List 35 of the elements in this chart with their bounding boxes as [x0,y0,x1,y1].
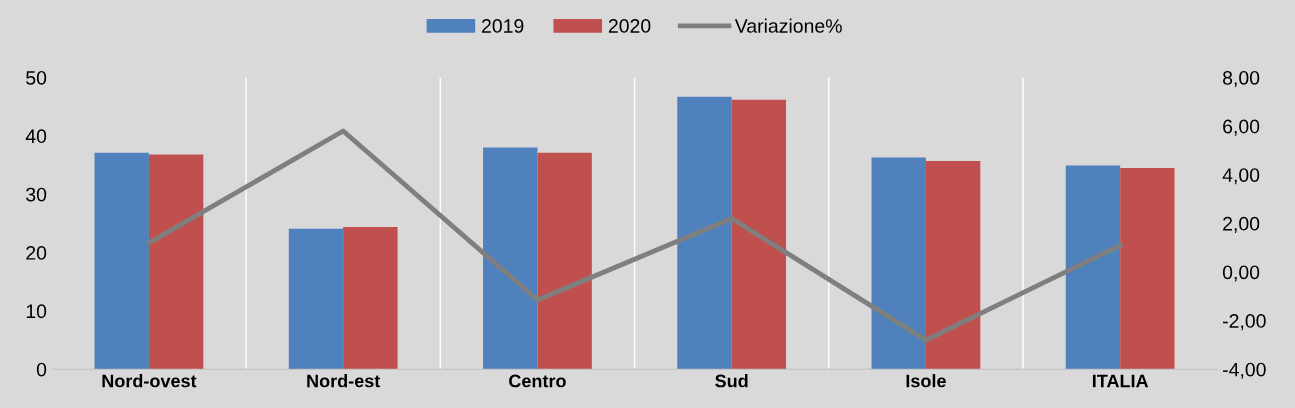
bar [537,152,592,370]
y2-tick-label: -4,00 [1223,362,1266,379]
legend-label: Variazione% [734,18,842,33]
bar [925,160,981,370]
y-tick-label: 50 [26,70,47,85]
legend-label: 2019 [482,19,524,33]
y-tick-label: 0 [36,362,47,377]
bar [288,228,344,370]
line-series [146,128,1123,343]
y2-tick-label: 0,00 [1222,265,1260,282]
bar [94,152,149,370]
y-tick-label: 20 [26,246,47,260]
y-tick-label: 10 [26,304,47,319]
bar [1120,167,1175,370]
legend-label: 2020 [608,19,651,33]
y2-tick-label: 2,00 [1223,216,1260,233]
bar [731,99,787,370]
y2-tick-label: 4,00 [1222,168,1260,185]
bar [483,147,538,370]
x-tick-label: Nord-est [307,374,381,388]
bar [677,96,732,370]
x-tick-label: ITALIA [1092,374,1149,388]
x-tick-label: Nord-ovest [102,374,197,388]
x-tick-label: Isole [906,374,946,388]
x-tick-label: Sud [715,374,748,388]
y2-tick-label: 6,00 [1223,119,1260,136]
x-tick-label: Centro [509,374,566,388]
y-tick-label: 30 [26,187,47,202]
y2-tick-label: 8,00 [1223,70,1260,88]
bar [148,154,204,370]
y-tick-label: 40 [25,129,47,144]
bar [1065,165,1121,370]
y2-tick-label: -2,00 [1223,314,1266,331]
bar [871,157,926,370]
bar [343,226,398,370]
